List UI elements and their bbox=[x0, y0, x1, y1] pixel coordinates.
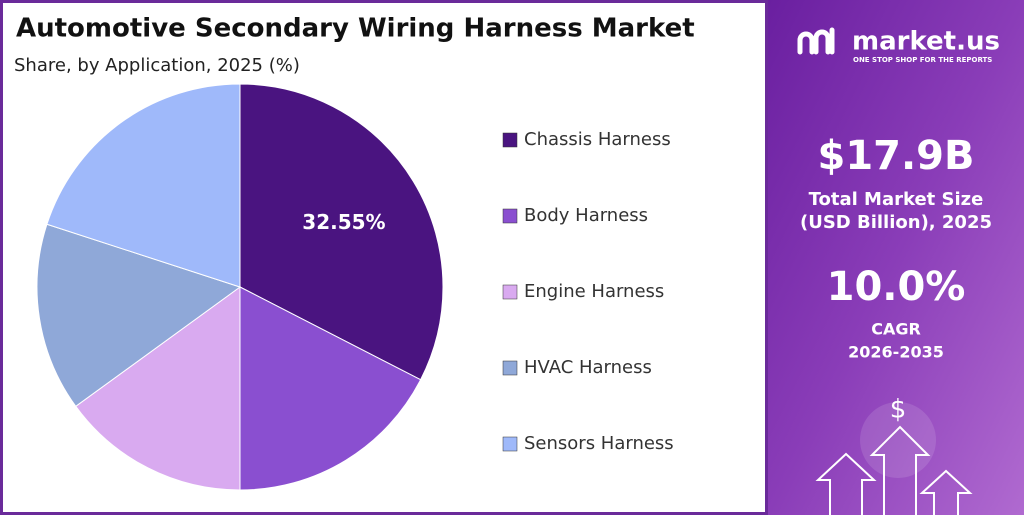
arrow bbox=[919, 469, 973, 515]
logo-icon bbox=[797, 27, 835, 55]
market-size-label: (USD Billion), 2025 bbox=[800, 212, 992, 233]
cagr-label: CAGR bbox=[871, 320, 921, 339]
legend-label: Body Harness bbox=[524, 205, 648, 226]
chart-title: Automotive Secondary Wiring Harness Mark… bbox=[16, 14, 695, 44]
side-panel bbox=[768, 0, 1024, 515]
tagline: ONE STOP SHOP FOR THE REPORTS bbox=[853, 56, 992, 64]
brand: market.us bbox=[852, 27, 1000, 57]
legend-label: Engine Harness bbox=[524, 281, 664, 302]
pie-slice bbox=[239, 83, 444, 381]
pie-slice bbox=[75, 286, 241, 491]
chart-subtitle: Share, by Application, 2025 (%) bbox=[14, 55, 300, 76]
dollar-icon: $ bbox=[890, 395, 907, 425]
arrow bbox=[869, 425, 931, 515]
pie-slice bbox=[36, 223, 242, 408]
legend-swatch bbox=[502, 360, 518, 376]
pie-slice bbox=[239, 286, 422, 491]
legend: Chassis Harness Body Harness Engine Harnes… bbox=[502, 129, 674, 454]
legend-label: Chassis Harness bbox=[524, 129, 671, 150]
legend-swatch bbox=[502, 208, 518, 224]
logo bbox=[797, 27, 835, 55]
pie-slice bbox=[46, 83, 241, 288]
pie: 32.55% bbox=[36, 83, 444, 491]
value-label: 32.55% bbox=[302, 210, 385, 234]
legend-swatch bbox=[502, 132, 518, 148]
cagr: 10.0% bbox=[827, 264, 966, 310]
arrows bbox=[815, 425, 973, 515]
legend-swatch bbox=[502, 436, 518, 452]
market-size: $17.9B bbox=[817, 133, 974, 179]
cagr-label: 2026-2035 bbox=[848, 343, 944, 362]
legend-swatch bbox=[502, 284, 518, 300]
legend-label: Sensors Harness bbox=[524, 433, 674, 454]
arrow bbox=[815, 452, 877, 515]
market-size-label: Total Market Size bbox=[809, 189, 984, 210]
legend-label: HVAC Harness bbox=[524, 357, 652, 378]
